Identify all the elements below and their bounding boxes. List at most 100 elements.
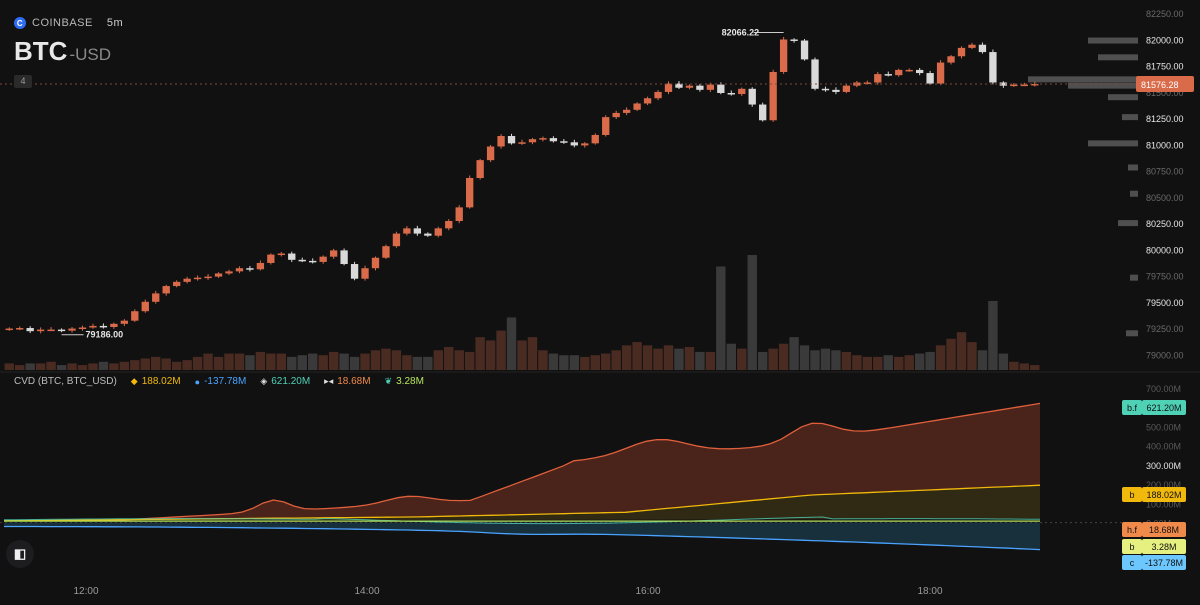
cvd-tag-value: 621.20M: [1146, 403, 1181, 413]
price-tick-label: 82000.00: [1146, 35, 1184, 45]
volume-profile-bar: [1068, 82, 1138, 89]
candle-body: [340, 250, 348, 265]
cvd-tag-value: -137.78M: [1145, 558, 1183, 568]
volume-bar: [444, 347, 454, 370]
price-tick-label: 79750.00: [1146, 272, 1184, 282]
candle-body: [361, 268, 369, 279]
cvd-tag-value: 3.28M: [1151, 542, 1176, 552]
candle-body: [622, 109, 631, 113]
legend-value: 18.68M: [337, 376, 371, 387]
volume-bar: [402, 355, 412, 370]
candle-body: [162, 286, 170, 294]
volume-bar: [496, 330, 506, 370]
candle-body: [1010, 84, 1018, 87]
volume-bar: [789, 337, 799, 370]
price-tick-label: 80250.00: [1146, 219, 1184, 229]
indicator-count-badge[interactable]: 4: [14, 75, 32, 88]
candle-body: [382, 246, 390, 258]
volume-profile-bar: [1108, 94, 1138, 101]
app-logo-icon[interactable]: ◧: [6, 540, 34, 568]
volume-bar: [506, 317, 517, 370]
candle-body: [957, 47, 966, 57]
candlestick-series: [5, 36, 1039, 334]
candle-body: [696, 85, 704, 90]
volume-bar: [35, 363, 46, 370]
volume-bar: [778, 343, 789, 370]
volume-bar: [799, 345, 810, 370]
candle-body: [507, 136, 516, 144]
volume-bar: [234, 353, 245, 370]
volume-bar: [1019, 363, 1030, 370]
volume-bar: [98, 361, 109, 370]
volume-bar: [737, 348, 747, 370]
cvd-panel: [3, 402, 1041, 551]
price-tick-label: 81750.00: [1146, 62, 1184, 72]
cvd-tick-label: 700.00M: [1146, 384, 1181, 394]
candle-body: [581, 143, 589, 146]
candle-body: [989, 52, 997, 83]
legend-item-bybit: ❦ 3.28M: [385, 376, 424, 387]
current-price-label: 81576.28: [1141, 80, 1179, 90]
volume-bar: [538, 350, 548, 370]
volume-bar: [946, 338, 956, 370]
legend-value: 3.28M: [396, 376, 424, 387]
volume-bar: [171, 361, 182, 370]
price-tick-label: 81000.00: [1146, 140, 1184, 150]
volume-bar: [182, 360, 192, 370]
candle-body: [68, 328, 76, 331]
symbol-exchange[interactable]: C COINBASE 5m: [14, 17, 123, 29]
time-tick-label: 16:00: [635, 586, 660, 597]
volume-bar: [663, 345, 674, 370]
timeframe[interactable]: 5m: [106, 17, 124, 29]
candle-body: [717, 84, 725, 93]
volume-bar: [1009, 361, 1019, 370]
candle-body: [110, 323, 118, 327]
candle-body: [811, 59, 819, 89]
volume-bar: [580, 356, 590, 370]
volume-bar: [726, 343, 737, 370]
volume-bar: [77, 365, 88, 370]
cvd-tick-label: 200.00M: [1146, 480, 1181, 490]
cvd-tag-name-bg: [1122, 555, 1142, 570]
volume-bar: [245, 355, 255, 370]
candle-body: [978, 44, 987, 53]
candle-body: [915, 69, 924, 74]
candle-body: [999, 82, 1008, 86]
cvd-tag-name: b: [1129, 542, 1134, 552]
candle-body: [57, 329, 66, 332]
volume-bar: [956, 332, 967, 370]
candle-body: [528, 139, 537, 143]
volume-bar: [266, 353, 276, 370]
bybit-icon: ❦: [384, 376, 393, 386]
candle-body: [675, 83, 683, 88]
volume-bar: [684, 347, 695, 370]
volume-bar: [67, 363, 77, 370]
volume-bar: [370, 350, 381, 370]
high-label: 82066.22: [722, 28, 760, 38]
symbol-title[interactable]: BTC -USD: [14, 36, 111, 67]
cvd-area-c: [4, 522, 1040, 550]
volume-bar: [109, 363, 119, 370]
candle-body: [193, 277, 202, 280]
candle-body: [288, 253, 296, 260]
volume-bar: [88, 363, 98, 370]
indicator-legend[interactable]: CVD (BTC, BTC_USD) ◆ 188.02M ● -137.78M ◈ 6…: [14, 376, 424, 387]
candle-body: [424, 233, 432, 236]
candle-body: [968, 44, 976, 48]
current-price-badge: [1136, 75, 1194, 92]
volume-bar: [569, 355, 580, 370]
volume-bar: [894, 356, 904, 370]
candle-body: [476, 160, 484, 178]
price-labels: 81576.28 82066.22 79186.00 b.f 621.20M b 188.0…: [0, 28, 1194, 570]
legend-item-coinbase: ● -137.78M: [195, 376, 247, 387]
candle-body: [800, 40, 809, 60]
candle-body: [654, 91, 662, 99]
volume-bar: [276, 353, 287, 370]
volume-bar: [841, 351, 852, 370]
volume-bar: [621, 345, 632, 370]
candle-body: [350, 264, 359, 279]
candle-body: [120, 320, 129, 324]
candle-body: [895, 69, 903, 76]
candle-body: [214, 273, 223, 277]
candle-body: [99, 325, 108, 328]
